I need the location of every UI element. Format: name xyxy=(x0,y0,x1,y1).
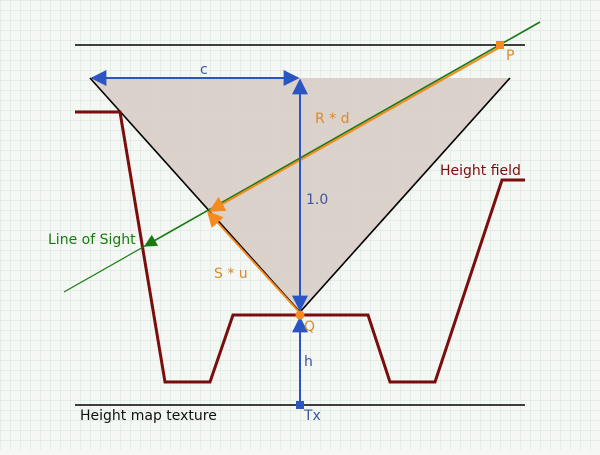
point-p-marker xyxy=(496,41,504,49)
point-tx-marker xyxy=(296,401,304,409)
label-height-field: Height field xyxy=(440,163,521,179)
point-q-marker xyxy=(295,310,305,320)
line-of-sight-tail xyxy=(63,245,146,293)
label-p: P xyxy=(506,48,514,64)
r-times-d-vector xyxy=(208,45,503,212)
label-height-map-texture: Height map texture xyxy=(80,408,217,424)
label-r-times-d: R * d xyxy=(315,111,350,127)
label-line-of-sight: Line of Sight xyxy=(48,232,136,248)
label-h: h xyxy=(304,354,313,370)
label-q: Q xyxy=(304,319,315,335)
label-one: 1.0 xyxy=(306,192,328,208)
label-s-times-u: S * u xyxy=(214,266,248,282)
s-times-u-vector xyxy=(206,210,301,314)
label-tx: Tx xyxy=(303,408,321,424)
label-c: c xyxy=(200,62,208,78)
